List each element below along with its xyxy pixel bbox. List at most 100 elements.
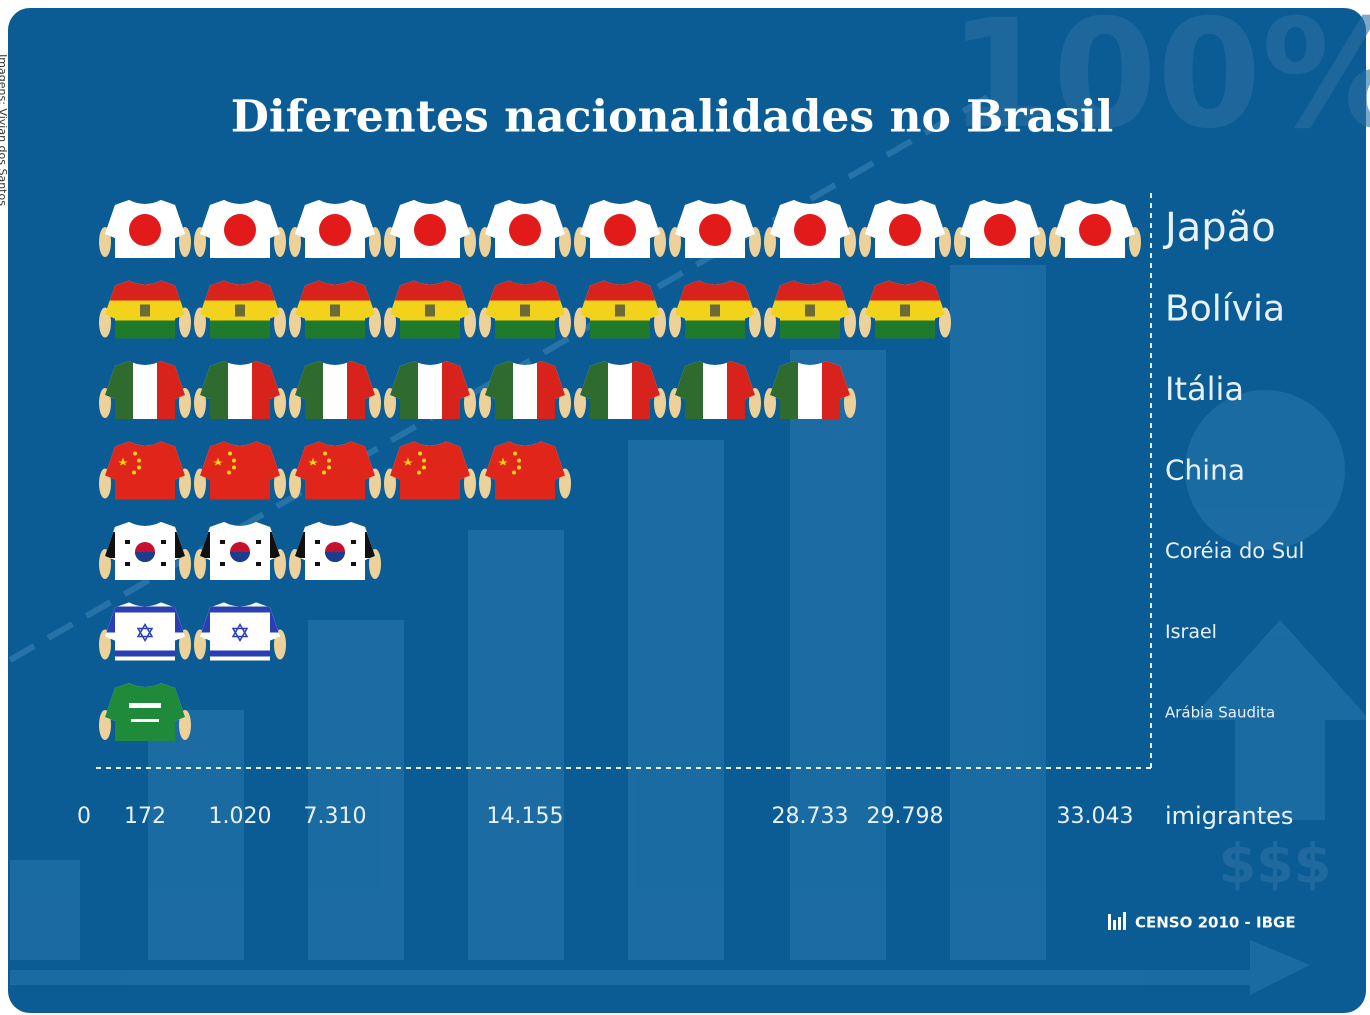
value-label: 172 [124,804,166,829]
flag [103,279,187,341]
flag-part [794,214,826,246]
flag-part [509,214,541,246]
value-label: 33.043 [1057,804,1134,829]
flag-part [513,452,517,456]
flag-part [140,305,150,317]
flag [293,440,377,502]
flag-part [256,562,261,566]
flag-part [330,305,340,317]
flag-part [228,452,232,456]
category-label: Itália [1165,370,1244,408]
flag [768,359,852,421]
flag [103,681,187,743]
flag-part [323,452,327,456]
value-label: 1.020 [209,804,272,829]
flag-part [220,562,225,566]
source: CENSO 2010 - IBGE [1108,912,1296,932]
category-label: Israel [1165,621,1217,643]
flag-part [315,562,320,566]
flag [673,279,757,341]
flag-part [425,305,435,317]
flag [198,601,282,663]
flag-part [232,459,236,463]
flag-part [133,452,137,456]
flag-part [483,440,567,502]
flag-part [1079,214,1111,246]
flag [483,359,567,421]
value-label: 14.155 [487,804,564,829]
flag-part [198,321,282,341]
flag [198,279,282,341]
flag-part [125,540,130,544]
flag-part [103,440,187,502]
value-label: 28.733 [772,804,849,829]
flag-part [256,540,261,544]
flag [293,520,377,582]
flag-part [228,359,252,421]
flag [198,520,282,582]
flag-part [422,466,426,470]
flag-part [129,214,161,246]
flag [388,359,472,421]
flag-part [227,471,231,475]
flag [388,279,472,341]
flag [293,359,377,421]
flag-part [103,321,187,341]
flag-part [520,305,530,317]
flag-part [161,540,166,544]
category-label: Arábia Saudita [1165,704,1275,722]
background-text: $$$ [1219,833,1332,896]
flag-part [768,321,852,341]
flag-part [517,459,521,463]
flag-part [900,305,910,317]
flag-part [103,651,187,657]
flag [768,198,852,260]
flag-part [418,452,422,456]
flag [103,440,187,502]
flag-part [133,359,157,421]
flag-part [220,540,225,544]
flag [578,198,662,260]
flag-part [578,321,662,341]
flag [198,440,282,502]
flag [958,198,1042,260]
source-text: CENSO 2010 - IBGE [1135,914,1296,932]
flag-part [863,321,947,341]
flag-part [322,471,326,475]
flag-part [198,607,282,613]
flag-part [327,466,331,470]
flag-part [483,321,567,341]
flag [198,359,282,421]
flag-part [137,466,141,470]
flag-part [232,466,236,470]
flag-part [198,651,282,657]
flag [1053,198,1137,260]
flag-part [131,719,159,722]
category-label: Japão [1162,205,1276,251]
flag-part [103,607,187,613]
x-tick-label: 0 [77,804,91,829]
flag-part [319,214,351,246]
flag-part [710,305,720,317]
flag-part [137,459,141,463]
flag-part [103,681,187,743]
flag-part [323,359,347,421]
flag-part [798,359,822,421]
flag-part [608,359,632,421]
flag-part [517,466,521,470]
flag [863,198,947,260]
flag [103,601,187,663]
flag [103,198,187,260]
infographic: 100% $$$ Imagens: Vivian dos Santos Dife… [0,0,1370,1015]
flag-part [293,440,377,502]
x-axis-label: imigrantes [1165,802,1293,830]
flag [388,440,472,502]
flag-part [673,321,757,341]
flag-part [422,459,426,463]
flag-part [351,562,356,566]
flag-part [351,540,356,544]
flag-part [125,562,130,566]
flag-part [315,540,320,544]
flag-part [512,471,516,475]
chart-title: Diferentes nacionalidades no Brasil [231,92,1114,143]
